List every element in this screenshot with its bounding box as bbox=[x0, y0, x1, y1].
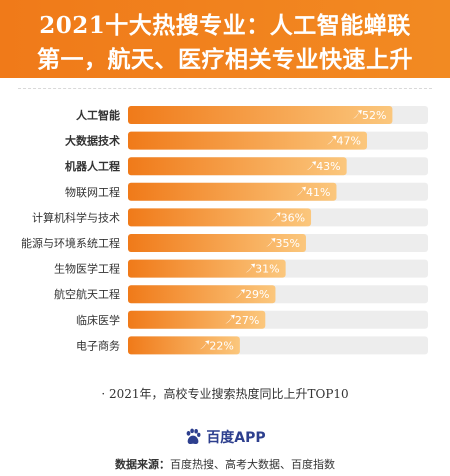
value-label: 29% bbox=[245, 288, 269, 301]
trend-up-icon bbox=[225, 314, 235, 324]
trend-up-icon bbox=[326, 135, 337, 145]
bar bbox=[128, 285, 276, 304]
bar-chart: 人工智能 52% 大数据技术 47% 机器人工程 43% 物联网工程 41% 计算机科学与技术 3… bbox=[21, 106, 428, 355]
dashed-divider bbox=[18, 88, 432, 89]
chart-note: · 2021年，高校专业搜索热度同比上升TOP10 bbox=[101, 387, 349, 401]
category-label: 能源与环境系统工程 bbox=[21, 236, 120, 250]
headline-line-2: 第一，航天、医疗相关专业快速上升 bbox=[37, 46, 413, 73]
value-label: 47% bbox=[337, 135, 361, 148]
bar bbox=[128, 182, 337, 201]
headline-line-1: 2021十大热搜专业：人工智能蝉联 bbox=[39, 12, 411, 39]
value-label: 31% bbox=[255, 263, 279, 276]
category-label: 物联网工程 bbox=[65, 185, 120, 199]
source-text: 百度热搜、高考大数据、百度指数 bbox=[170, 458, 335, 471]
value-label: 22% bbox=[209, 339, 233, 352]
value-label: 35% bbox=[276, 237, 300, 250]
value-label: 41% bbox=[306, 186, 330, 199]
trend-up-icon bbox=[306, 161, 317, 171]
bar bbox=[128, 336, 240, 355]
logo-text: 百度APP bbox=[206, 430, 266, 446]
trend-up-icon bbox=[271, 212, 281, 222]
category-label: 人工智能 bbox=[76, 108, 120, 122]
value-label: 52% bbox=[362, 109, 386, 122]
bar bbox=[128, 208, 312, 227]
bar bbox=[128, 131, 367, 150]
bar bbox=[128, 234, 306, 252]
value-label: 27% bbox=[235, 314, 259, 327]
category-label: 临床医学 bbox=[76, 313, 120, 327]
trend-up-icon bbox=[296, 186, 306, 196]
category-label: 电子商务 bbox=[76, 338, 120, 352]
source-label: 数据来源： bbox=[115, 458, 170, 471]
trend-up-icon bbox=[199, 340, 210, 350]
category-label: 机器人工程 bbox=[65, 159, 120, 173]
value-label: 43% bbox=[316, 160, 340, 173]
trend-up-icon bbox=[245, 263, 256, 273]
bar bbox=[128, 310, 266, 329]
bar bbox=[128, 106, 393, 124]
category-label: 生物医学工程 bbox=[54, 262, 120, 276]
data-source: 数据来源：百度热搜、高考大数据、百度指数 bbox=[0, 456, 450, 472]
trend-up-icon bbox=[352, 110, 362, 119]
baidu-app-logo: 百度APP bbox=[0, 426, 450, 448]
trend-up-icon bbox=[265, 238, 276, 247]
bar bbox=[128, 157, 347, 176]
category-label: 大数据技术 bbox=[65, 134, 120, 148]
baidu-paw-icon bbox=[186, 428, 201, 445]
header-banner: 2021十大热搜专业：人工智能蝉联 第一，航天、医疗相关专业快速上升 bbox=[0, 0, 450, 78]
category-label: 航空航天工程 bbox=[54, 287, 120, 301]
category-label: 计算机科学与技术 bbox=[32, 210, 120, 224]
trend-up-icon bbox=[235, 289, 245, 299]
value-label: 36% bbox=[281, 211, 305, 224]
bar bbox=[128, 259, 286, 278]
